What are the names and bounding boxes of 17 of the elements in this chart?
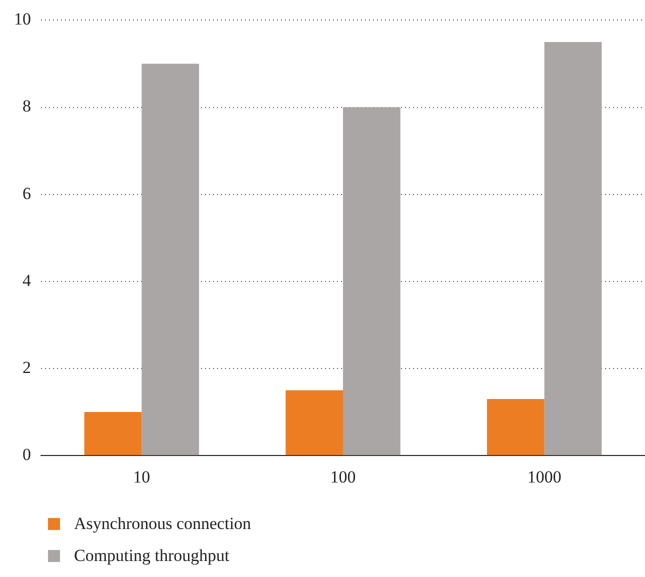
y-tick-label: 6 xyxy=(22,184,31,203)
legend-label: Asynchronous connection xyxy=(74,514,252,534)
y-tick-label: 0 xyxy=(22,445,31,464)
bar xyxy=(544,42,602,456)
legend-label: Computing throughput xyxy=(74,546,230,566)
bar xyxy=(84,412,142,456)
x-tick-label: 1000 xyxy=(527,467,562,486)
y-tick-label: 8 xyxy=(22,96,31,116)
y-tick-label: 2 xyxy=(22,358,31,377)
y-tick-label: 4 xyxy=(22,270,32,290)
x-tick-label: 10 xyxy=(133,467,150,486)
bar xyxy=(486,399,544,456)
bar xyxy=(142,64,200,456)
bar xyxy=(286,390,343,456)
bar xyxy=(343,107,400,456)
x-tick-label: 100 xyxy=(330,467,356,486)
y-tick-label: 10 xyxy=(14,10,31,29)
